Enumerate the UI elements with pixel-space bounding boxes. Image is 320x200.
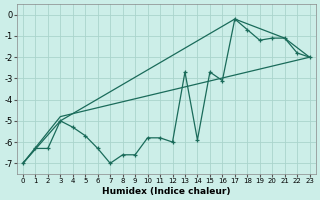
X-axis label: Humidex (Indice chaleur): Humidex (Indice chaleur) [102,187,230,196]
